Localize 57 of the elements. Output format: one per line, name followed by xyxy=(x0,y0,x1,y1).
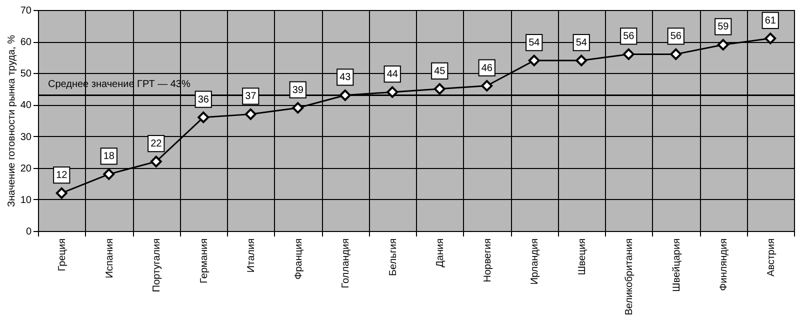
x-tick-label: Германия xyxy=(198,238,210,284)
x-tick-label: Австрия xyxy=(766,238,777,277)
point xyxy=(150,156,162,168)
data-label: 44 xyxy=(386,69,398,80)
point xyxy=(622,48,634,60)
data-label: 45 xyxy=(434,66,446,77)
y-tick-label: 10 xyxy=(20,194,32,206)
y-axis-title: Значение готовности рынка труда, % xyxy=(6,34,18,208)
x-tick-label: Голландия xyxy=(340,238,352,288)
y-tick-label: 0 xyxy=(26,226,32,238)
data-label: 59 xyxy=(718,22,730,33)
point xyxy=(481,80,493,92)
x-tick-label: Бельгия xyxy=(388,238,399,276)
data-label: 46 xyxy=(481,62,493,74)
x-tick-label: Португалия xyxy=(152,238,163,292)
data-label: 12 xyxy=(56,170,68,182)
y-tick-label: 30 xyxy=(20,132,32,143)
x-tick-label: Финляндия xyxy=(718,238,730,291)
data-label: 61 xyxy=(764,15,776,26)
data-label: 37 xyxy=(245,91,257,102)
data-label: 22 xyxy=(150,138,162,150)
data-label: 54 xyxy=(528,38,540,49)
point xyxy=(434,83,446,95)
x-tick-label: Дания xyxy=(435,238,446,268)
point xyxy=(386,86,398,98)
y-tick-label: 70 xyxy=(20,6,32,16)
data-label: 36 xyxy=(198,94,210,106)
point xyxy=(198,112,210,124)
point xyxy=(576,54,588,66)
x-tick-label: Италия xyxy=(246,238,258,273)
x-tick-label: Франция xyxy=(293,238,304,280)
y-tick-label: 50 xyxy=(20,68,32,80)
point xyxy=(339,90,351,101)
point xyxy=(56,187,68,199)
point xyxy=(717,38,729,50)
x-tick-label: Норвегия xyxy=(482,238,494,282)
data-label: 54 xyxy=(576,38,588,49)
x-tick-label: Испания xyxy=(104,238,116,278)
data-label: 56 xyxy=(623,31,635,42)
point xyxy=(292,102,304,114)
data-label: 39 xyxy=(292,84,304,96)
y-tick-label: 20 xyxy=(20,163,32,174)
point xyxy=(764,32,776,44)
y-tick-label: 40 xyxy=(20,100,32,112)
y-tick-label: 60 xyxy=(20,37,32,48)
x-tick-label: Ирландия xyxy=(530,238,541,285)
data-label: 18 xyxy=(103,151,115,162)
x-tick-label: Швейцария xyxy=(671,238,682,292)
x-tick-label: Швеция xyxy=(576,238,588,276)
point xyxy=(244,108,256,120)
x-tick-label: Великобритания xyxy=(624,238,636,316)
x-tick-label: Греция xyxy=(57,238,68,272)
point xyxy=(103,168,115,180)
point xyxy=(528,54,540,66)
data-label: 43 xyxy=(340,72,352,84)
data-label: 56 xyxy=(670,31,682,42)
point xyxy=(670,48,682,60)
